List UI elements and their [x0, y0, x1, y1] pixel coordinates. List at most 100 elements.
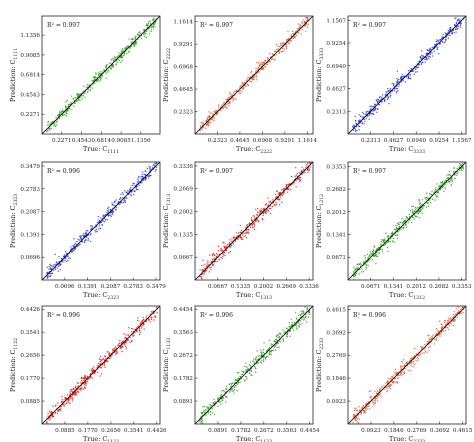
scatter-dot: [289, 188, 292, 191]
scatter-dot: [280, 50, 282, 53]
scatter-dot: [257, 66, 260, 69]
scatter-dot: [74, 386, 76, 389]
scatter-dot: [295, 186, 297, 188]
scatter-dot: [255, 214, 258, 216]
scatter-dot: [121, 197, 124, 199]
scatter-dot: [454, 28, 457, 31]
scatter-dot: [213, 111, 215, 113]
scatter-dot: [49, 263, 51, 266]
scatter-dot: [46, 275, 48, 278]
scatter-dot: [97, 74, 100, 76]
x-axis-label-subscript: 2222: [260, 149, 272, 155]
scatter-dot: [103, 69, 105, 71]
scatter-dot: [252, 360, 254, 362]
scatter-dot: [376, 111, 378, 113]
scatter-dot: [418, 355, 421, 357]
scatter-dot: [409, 210, 412, 212]
scatter-dot: [414, 363, 416, 365]
scatter-dot: [151, 316, 153, 318]
scatter-dot: [460, 26, 462, 28]
scatter-dot: [278, 50, 280, 53]
scatter-dot: [80, 235, 82, 237]
scatter-dot: [143, 323, 145, 325]
scatter-dot: [148, 319, 151, 321]
scatter-dot: [395, 226, 398, 229]
scatter-dot: [287, 30, 289, 33]
scatter-dot: [91, 87, 93, 89]
scatter-dot: [444, 187, 446, 189]
scatter-dot: [137, 178, 139, 180]
scatter-dot: [299, 314, 302, 316]
scatter-dot: [302, 168, 305, 171]
scatter-dot: [430, 193, 432, 195]
scatter-dot: [59, 110, 61, 112]
scatter-dot: [441, 327, 444, 329]
r-squared-label: R² = 0.996: [47, 168, 80, 175]
scatter-dot: [143, 173, 145, 176]
scatter-dot: [87, 239, 89, 241]
scatter-dot: [410, 357, 413, 360]
x-axis-label: True: C2222: [236, 145, 272, 155]
scatter-dot: [285, 47, 288, 50]
scatter-panel-7: 0.0885 0.1770 0.2656 0.3541 0.44260.08850.17…: [9, 305, 167, 442]
scatter-dot: [86, 91, 89, 93]
scatter-dot: [455, 22, 458, 24]
scatter-dot: [278, 204, 281, 206]
scatter-dot: [385, 386, 388, 388]
scatter-dot: [70, 101, 72, 104]
scatter-dot: [244, 369, 247, 371]
scatter-dot: [290, 318, 292, 320]
scatter-dot: [453, 320, 455, 322]
scatter-dot: [56, 262, 58, 264]
scatter-dot: [407, 75, 410, 78]
scatter-dot: [204, 127, 207, 130]
scatter-dot: [283, 48, 286, 51]
scatter-dot: [102, 214, 105, 216]
scatter-dot: [120, 57, 122, 59]
scatter-dot: [365, 118, 367, 120]
scatter-dot: [364, 120, 366, 123]
scatter-dot: [462, 168, 465, 170]
scatter-dot: [125, 197, 128, 199]
scatter-dot: [74, 247, 77, 249]
scatter-dot: [457, 25, 460, 28]
scatter-dot: [95, 76, 97, 79]
scatter-dot: [370, 113, 372, 115]
scatter-dot: [285, 45, 288, 47]
scatter-dot: [232, 243, 235, 245]
scatter-dot: [153, 18, 155, 21]
scatter-dot: [365, 113, 367, 116]
identity-line: [195, 306, 313, 424]
scatter-dot: [352, 421, 354, 424]
scatter-dot: [57, 402, 59, 404]
scatter-dot: [387, 88, 389, 90]
scatter-dot: [394, 377, 396, 380]
scatter-dot: [279, 46, 281, 48]
x-tick-label: 0.3479: [146, 284, 166, 290]
scatter-dot: [398, 83, 400, 86]
scatter-dot: [137, 317, 139, 319]
scatter-dot: [356, 416, 358, 419]
scatter-dot: [46, 266, 48, 269]
scatter-dot: [218, 258, 220, 261]
scatter-dot: [221, 390, 223, 392]
scatter-dot: [142, 29, 145, 31]
scatter-dot: [229, 391, 231, 393]
scatter-dot: [101, 75, 104, 77]
scatter-dot: [301, 312, 303, 314]
scatter-dot: [262, 348, 265, 351]
scatter-dot: [441, 323, 443, 325]
scatter-dot: [262, 68, 265, 70]
scatter-dot: [273, 346, 275, 349]
scatter-dot: [123, 333, 125, 335]
scatter-dot: [75, 385, 77, 388]
scatter-dot: [147, 22, 149, 24]
scatter-dot: [458, 169, 461, 171]
scatter-dot: [275, 201, 277, 203]
scatter-dot: [413, 218, 415, 220]
scatter-dot: [417, 357, 419, 359]
y-axis-label-base: Prediction: C: [162, 205, 170, 248]
scatter-dot: [152, 19, 154, 21]
scatter-dot: [456, 174, 458, 176]
x-tick-label: 0.4645: [230, 138, 250, 144]
